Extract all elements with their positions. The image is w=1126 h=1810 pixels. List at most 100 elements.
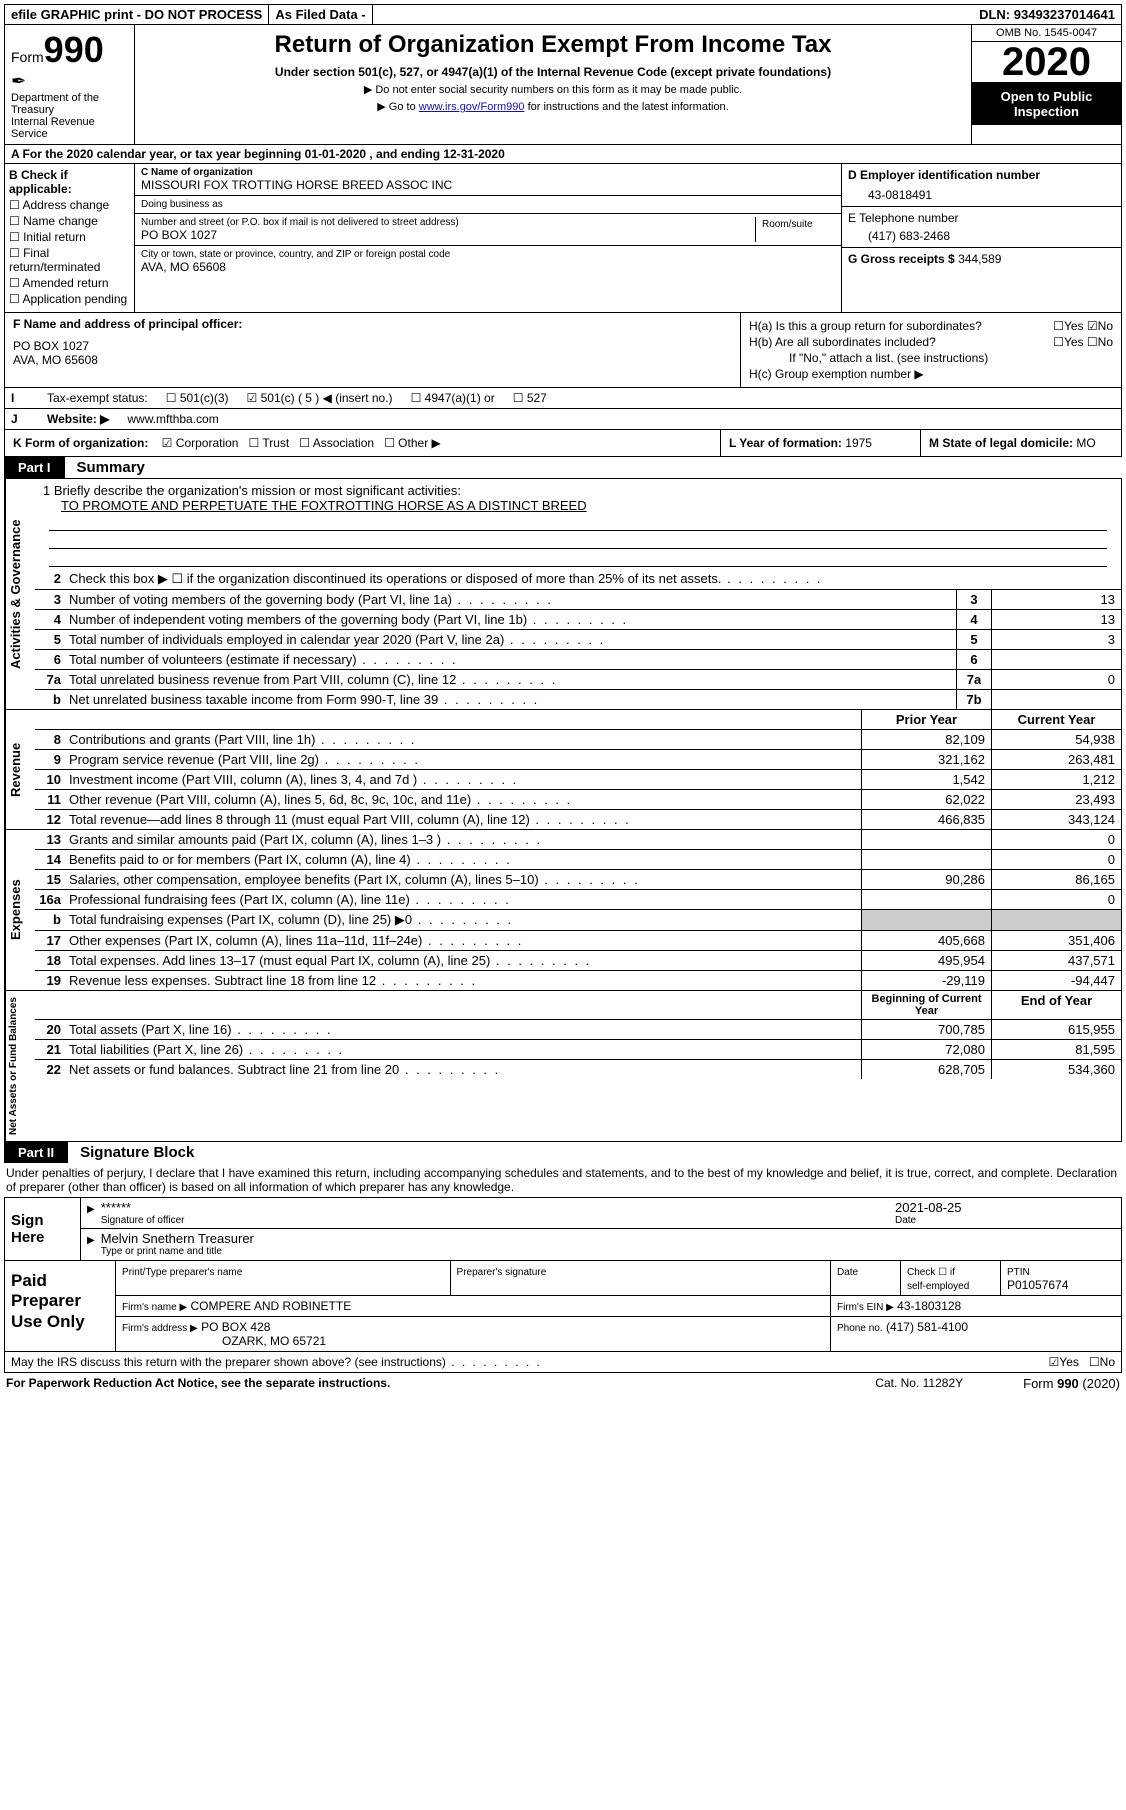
opt-501c3[interactable]: 501(c)(3) (180, 391, 229, 405)
firm-ein-label: Firm's EIN ▶ (837, 1302, 894, 1313)
sign-here-block: Sign Here ****** Signature of officer 20… (4, 1197, 1122, 1261)
discuss-no[interactable]: No (1100, 1355, 1115, 1369)
line-12: 12Total revenue—add lines 8 through 11 (… (35, 810, 1121, 829)
mission-block: 1 Briefly describe the organization's mi… (35, 479, 1121, 569)
row-i: I Tax-exempt status: ☐ 501(c)(3) ☑ 501(c… (4, 388, 1122, 409)
ein-label: D Employer identification number (848, 168, 1040, 182)
header-left: Form990 ✒ Department of the Treasury Int… (5, 25, 135, 144)
tax-year: 2020 (972, 42, 1121, 83)
ein-value: 43-0818491 (848, 182, 1115, 202)
line-9: 9Program service revenue (Part VIII, lin… (35, 750, 1121, 770)
discuss-yes[interactable]: Yes (1059, 1355, 1079, 1369)
sign-date: 2021-08-25 (895, 1200, 1115, 1215)
street-label: Number and street (or P.O. box if mail i… (141, 217, 755, 228)
line-10: 10Investment income (Part VIII, column (… (35, 770, 1121, 790)
line-20: 20Total assets (Part X, line 16)700,7856… (35, 1020, 1121, 1040)
gov-line-6: 6Total number of volunteers (estimate if… (35, 650, 1121, 670)
gov-line-7a: 7aTotal unrelated business revenue from … (35, 670, 1121, 690)
city-label: City or town, state or province, country… (141, 249, 835, 260)
efile-text: efile GRAPHIC print - DO NOT PROCESS (5, 5, 269, 24)
line-16a: 16aProfessional fundraising fees (Part I… (35, 890, 1121, 910)
mission-text: TO PROMOTE AND PERPETUATE THE FOXTROTTIN… (43, 498, 1113, 513)
k-opt-3[interactable]: ☐ Other ▶ (384, 436, 441, 450)
goto-suffix: for instructions and the latest informat… (525, 101, 729, 113)
checkbox-amended-return[interactable]: ☐ Amended return (9, 276, 130, 290)
h-a-yes[interactable]: Yes (1064, 319, 1084, 333)
opt-4947[interactable]: 4947(a)(1) or (425, 391, 495, 405)
h-b-note: If "No," attach a list. (see instruction… (749, 351, 1113, 365)
firm-addr1: PO BOX 428 (201, 1320, 270, 1334)
state-domicile: M State of legal domicile: MO (921, 430, 1121, 456)
principal-officer: F Name and address of principal officer:… (5, 313, 741, 387)
firm-name: COMPERE AND ROBINETTE (191, 1299, 352, 1313)
dln-label: DLN: (979, 7, 1010, 22)
asfiled-text: As Filed Data - (269, 5, 372, 24)
org-info-grid: B Check if applicable: ☐ Address change ☐… (4, 164, 1122, 313)
end-year-hdr: End of Year (991, 991, 1121, 1019)
vlabel-expenses: Expenses (5, 830, 35, 990)
line-19: 19Revenue less expenses. Subtract line 1… (35, 971, 1121, 990)
preparer-label: Paid Preparer Use Only (5, 1261, 115, 1351)
h-b-no[interactable]: No (1098, 335, 1113, 349)
checkbox-final-return-terminated[interactable]: ☐ Final return/terminated (9, 246, 130, 274)
ssn-note: ▶ Do not enter social security numbers o… (145, 83, 961, 96)
paperwork-notice: For Paperwork Reduction Act Notice, see … (6, 1376, 390, 1391)
m-value: MO (1076, 436, 1095, 450)
part2-header: Part II Signature Block (4, 1142, 1122, 1163)
tel-label: E Telephone number (848, 211, 1115, 225)
checkbox-application-pending[interactable]: ☐ Application pending (9, 292, 130, 306)
opt-501c[interactable]: 501(c) ( 5 ) ◀ (insert no.) (261, 391, 393, 405)
row-klm: K Form of organization: ☑ Corporation ☐ T… (4, 430, 1122, 457)
gov-line-4: 4Number of independent voting members of… (35, 610, 1121, 630)
org-name: MISSOURI FOX TROTTING HORSE BREED ASSOC … (141, 178, 835, 192)
self-employed-check[interactable]: Check ☐ if (907, 1267, 955, 1278)
perjury-text: Under penalties of perjury, I declare th… (4, 1163, 1122, 1197)
website-value: www.mfthba.com (127, 412, 218, 426)
prep-sig-label: Preparer's signature (457, 1267, 547, 1278)
open-inspection: Open to Public Inspection (972, 83, 1121, 125)
col-b-label: B Check if applicable: (9, 168, 130, 196)
street-value: PO BOX 1027 (141, 228, 755, 242)
vlabel-netassets: Net Assets or Fund Balances (5, 991, 35, 1141)
row-a-tax-year: A For the 2020 calendar year, or tax yea… (4, 145, 1122, 164)
prep-name-label: Print/Type preparer's name (122, 1267, 242, 1278)
irs-link[interactable]: www.irs.gov/Form990 (419, 101, 525, 113)
k-label: K Form of organization: (13, 436, 148, 450)
gov-line-3: 3Number of voting members of the governi… (35, 590, 1121, 610)
k-opt-1[interactable]: ☐ Trust (248, 436, 289, 450)
goto-note: ▶ Go to www.irs.gov/Form990 for instruct… (145, 100, 961, 113)
h-b-yes[interactable]: Yes (1064, 335, 1084, 349)
k-opt-2[interactable]: ☐ Association (299, 436, 374, 450)
k-opt-0[interactable]: ☑ Corporation (162, 436, 239, 450)
firm-addr-label: Firm's address ▶ (122, 1323, 198, 1334)
officer-addr1: PO BOX 1027 (13, 339, 732, 353)
h-a-no[interactable]: No (1098, 319, 1113, 333)
tel-value: (417) 683-2468 (848, 225, 1115, 243)
gross-value: 344,589 (958, 252, 1001, 266)
firm-ein: 43-1803128 (897, 1299, 961, 1313)
org-name-label: C Name of organization (141, 167, 253, 178)
m-label: M State of legal domicile: (929, 436, 1073, 450)
opt-527[interactable]: 527 (527, 391, 547, 405)
line-15: 15Salaries, other compensation, employee… (35, 870, 1121, 890)
sign-date-label: Date (895, 1215, 1115, 1226)
signature-redacted: ****** (101, 1200, 889, 1215)
ptin-value: P01057674 (1007, 1278, 1068, 1292)
line-8: 8Contributions and grants (Part VIII, li… (35, 730, 1121, 750)
part2-tag: Part II (4, 1142, 68, 1163)
checkbox-initial-return[interactable]: ☐ Initial return (9, 230, 130, 244)
begin-year-hdr: Beginning of Current Year (861, 991, 991, 1019)
checkbox-name-change[interactable]: ☐ Name change (9, 214, 130, 228)
checkbox-address-change[interactable]: ☐ Address change (9, 198, 130, 212)
firm-addr2: OZARK, MO 65721 (122, 1334, 824, 1348)
h-a-question: H(a) Is this a group return for subordin… (749, 319, 982, 333)
mission-label: 1 Briefly describe the organization's mi… (43, 483, 1113, 498)
firm-name-label: Firm's name ▶ (122, 1302, 187, 1313)
line-22: 22Net assets or fund balances. Subtract … (35, 1060, 1121, 1079)
activities-governance: Activities & Governance 1 Briefly descri… (4, 478, 1122, 710)
year-formation: L Year of formation: 1975 (721, 430, 921, 456)
dln: DLN: 93493237014641 (973, 5, 1121, 24)
prior-year-hdr: Prior Year (861, 710, 991, 729)
form-of-org: K Form of organization: ☑ Corporation ☐ T… (5, 430, 721, 456)
cat-no: Cat. No. 11282Y (875, 1376, 963, 1391)
